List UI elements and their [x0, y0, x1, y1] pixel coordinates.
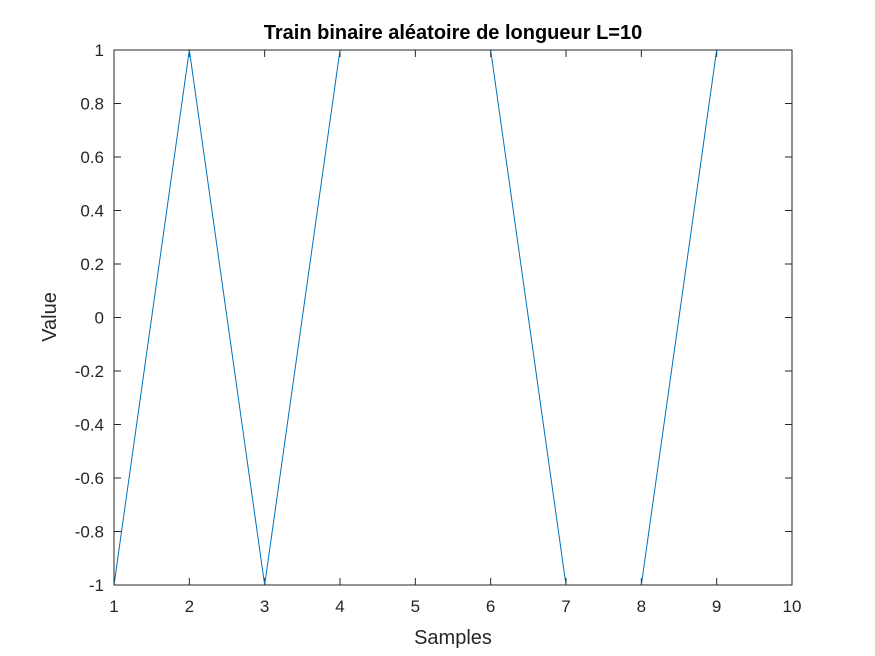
x-tick-label: 9 [712, 597, 721, 616]
x-tick-label: 3 [260, 597, 269, 616]
y-tick-label: -1 [89, 576, 104, 595]
x-tick-label: 6 [486, 597, 495, 616]
y-tick-label: -0.6 [75, 469, 104, 488]
chart-title: Train binaire aléatoire de longueur L=10 [264, 22, 642, 44]
x-tick-label: 10 [783, 597, 802, 616]
y-tick-label: 0 [95, 309, 104, 328]
plot-frame [113, 49, 793, 586]
plot-background [114, 50, 792, 585]
y-tick-label: 0.2 [80, 255, 104, 274]
y-tick-label: 0.8 [80, 95, 104, 114]
y-tick-label: 1 [95, 41, 104, 60]
y-tick-label: 0.6 [80, 148, 104, 167]
y-axis-label: Value [39, 292, 61, 342]
x-tick-label: 5 [411, 597, 420, 616]
y-tick-label: 0.4 [80, 202, 104, 221]
x-tick-label: 7 [561, 597, 570, 616]
y-tick-label: -0.4 [75, 416, 104, 435]
x-tick-label: 2 [185, 597, 194, 616]
x-axis-label: Samples [414, 627, 492, 649]
y-axis-ticks: -1 -0.8 -0.6 -0.4 -0.2 0 0.2 0.4 0.6 0.8 1 [75, 41, 792, 595]
y-tick-label: -0.8 [75, 523, 104, 542]
y-tick-label: -0.2 [75, 362, 104, 381]
x-tick-label: 8 [637, 597, 646, 616]
x-tick-label: 4 [335, 597, 344, 616]
x-tick-label: 1 [109, 597, 118, 616]
